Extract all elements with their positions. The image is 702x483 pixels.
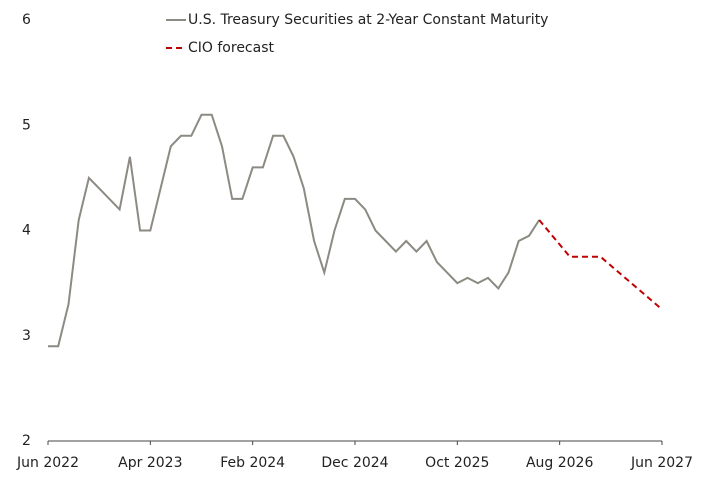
y-tick-label: 2 — [22, 433, 31, 449]
y-tick-label: 6 — [22, 12, 31, 28]
x-tick-label: Jun 2022 — [16, 455, 79, 471]
y-tick-label: 3 — [22, 328, 31, 344]
legend-label: U.S. Treasury Securities at 2-Year Const… — [188, 12, 548, 28]
x-tick-label: Dec 2024 — [321, 455, 388, 471]
y-tick-label: 5 — [22, 117, 31, 133]
x-tick-label: Oct 2025 — [425, 455, 489, 471]
y-tick-label: 4 — [22, 223, 31, 239]
series-line — [538, 219, 663, 311]
x-tick-label: Apr 2023 — [118, 455, 182, 471]
x-tick-label: Feb 2024 — [220, 455, 285, 471]
series-line — [48, 113, 541, 348]
legend-label: CIO forecast — [188, 40, 275, 56]
x-tick-label: Aug 2026 — [526, 455, 594, 471]
x-tick-label: Jun 2027 — [630, 455, 693, 471]
